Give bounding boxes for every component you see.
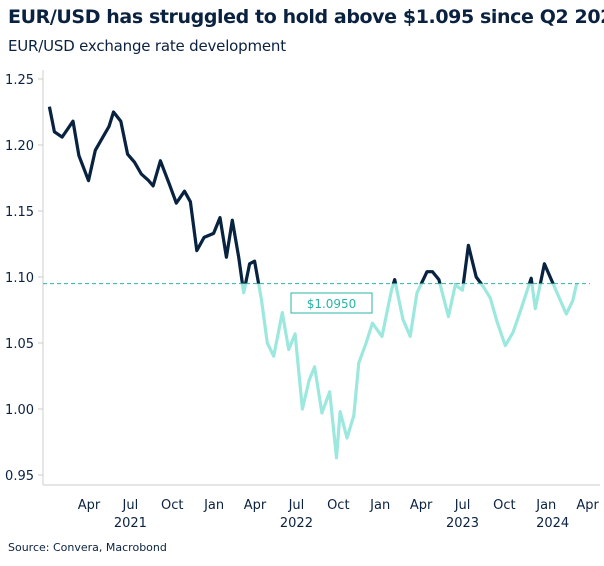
x-tick-label: Apr (576, 498, 599, 513)
x-tick-label: Apr (78, 498, 101, 513)
x-tick-label: Jan (535, 498, 556, 513)
x-year-label: 2023 (446, 516, 479, 531)
x-tick-label: Apr (410, 498, 433, 513)
x-tick-label: Oct (161, 498, 183, 513)
source-note: Source: Convera, Macrobond (8, 541, 167, 554)
chart-title: EUR/USD has struggled to hold above $1.0… (8, 6, 604, 28)
x-tick-label: Jan (203, 498, 224, 513)
chart-subtitle: EUR/USD exchange rate development (8, 37, 286, 55)
series-line-below-threshold (47, 106, 579, 460)
y-tick-label: 1.00 (5, 403, 34, 418)
x-tick-label: Jul (288, 498, 305, 513)
x-tick-label: Jan (369, 498, 390, 513)
x-tick-label: Oct (327, 498, 349, 513)
y-tick-label: 0.95 (5, 469, 34, 484)
x-tick-label: Jul (454, 498, 471, 513)
y-tick-label: 1.25 (5, 73, 34, 88)
x-tick-label: Oct (493, 498, 515, 513)
x-year-label: 2022 (280, 516, 313, 531)
x-tick-label: Jul (122, 498, 139, 513)
y-tick-label: 1.20 (5, 139, 34, 154)
threshold-label: $1.0950 (307, 297, 357, 311)
threshold-label-box (290, 292, 373, 314)
x-year-label: 2021 (114, 516, 147, 531)
y-tick-label: 1.05 (5, 337, 34, 352)
x-year-label: 2024 (536, 516, 569, 531)
x-tick-label: Apr (244, 498, 267, 513)
y-tick-label: 1.10 (5, 271, 34, 286)
series-line-above-threshold (47, 106, 577, 284)
y-tick-label: 1.15 (5, 205, 34, 220)
